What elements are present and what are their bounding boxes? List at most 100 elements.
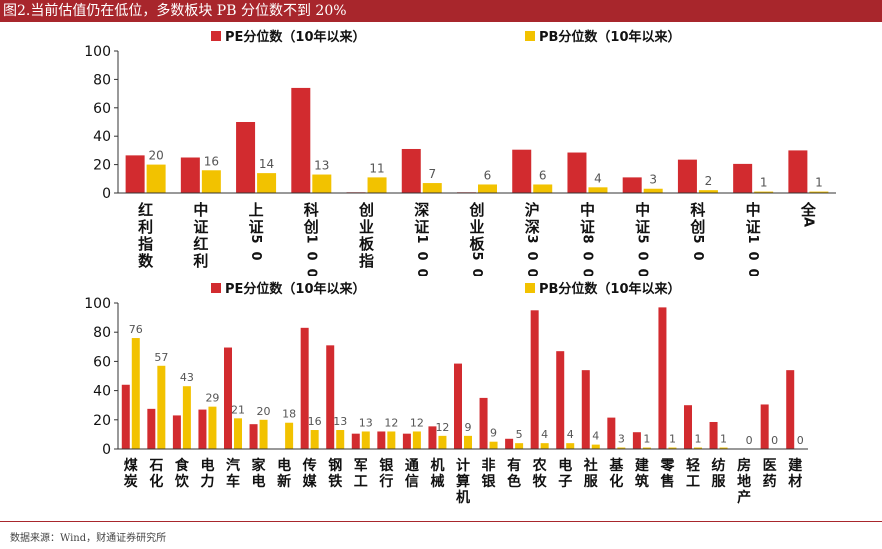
legend-swatch-pb — [525, 283, 535, 293]
category-label: 电 — [277, 457, 291, 474]
legend-swatch-pe — [211, 283, 221, 293]
data-label-pb: 43 — [180, 371, 194, 384]
data-label-pb: 11 — [369, 161, 384, 175]
bar-pb — [515, 443, 524, 449]
bar-pe — [125, 155, 145, 193]
data-label-pb: 14 — [259, 157, 274, 171]
category-label: 0 — [635, 251, 650, 260]
y-tick-label: 100 — [84, 296, 111, 312]
bar-pb — [588, 187, 608, 193]
category-label: 电 — [200, 457, 214, 474]
category-label: 科 — [304, 201, 319, 219]
category-label: 械 — [430, 473, 444, 490]
category-label: 0 — [635, 268, 650, 276]
bar-pb — [698, 190, 718, 193]
bar-pb — [310, 430, 319, 449]
data-label-pb: 9 — [465, 421, 472, 434]
data-label-pb: 1 — [643, 433, 650, 446]
footer-divider — [0, 521, 882, 522]
category-label: 有 — [507, 457, 521, 474]
category-label: 板 — [469, 235, 485, 253]
category-label: 行 — [378, 473, 393, 490]
bar-pb — [668, 447, 677, 449]
category-label: 医 — [763, 458, 777, 474]
bar-pe — [709, 421, 718, 449]
bar-pb — [412, 431, 421, 449]
category-label: 材 — [788, 473, 802, 490]
bar-pb — [367, 177, 387, 193]
bar-pe — [401, 148, 421, 193]
category-label: 建 — [788, 457, 802, 474]
bar-pb — [438, 435, 447, 449]
y-tick-label: 40 — [93, 129, 111, 145]
bar-pe — [300, 327, 309, 449]
bar-pe — [733, 163, 753, 193]
category-label: 0 — [579, 268, 594, 276]
category-label: 5 — [690, 234, 705, 243]
category-label: 中 — [635, 201, 650, 219]
bar-pb — [312, 174, 332, 193]
category-label: 数 — [138, 252, 154, 270]
category-label: 工 — [354, 474, 368, 490]
category-label: 0 — [248, 251, 263, 260]
bar-pe — [786, 370, 795, 449]
category-label: 0 — [414, 251, 429, 260]
category-label: 5 — [635, 234, 650, 243]
category-label: 沪 — [525, 201, 540, 219]
legend-swatch-pb — [525, 31, 535, 41]
category-label: 非 — [482, 457, 496, 474]
category-label: 煤 — [124, 457, 139, 474]
data-label-pb: 1 — [695, 433, 702, 446]
y-tick-label: 40 — [93, 384, 111, 400]
data-label-pb: 12 — [410, 416, 424, 429]
category-label: 纺 — [712, 457, 726, 474]
category-label: 0 — [524, 251, 539, 260]
data-label-pb: 18 — [282, 408, 296, 421]
bar-pb — [146, 164, 166, 193]
bar-pe — [121, 384, 130, 449]
category-label: 1 — [414, 234, 429, 243]
category-label: 业 — [359, 218, 374, 236]
category-label: 农 — [532, 457, 548, 474]
bar-pb — [131, 338, 140, 449]
bar-pb — [533, 184, 553, 193]
category-label: 1 — [303, 234, 318, 243]
bar-pe — [326, 345, 335, 449]
category-label: 证 — [414, 218, 429, 236]
bar-pb — [694, 447, 702, 449]
category-label: 子 — [558, 474, 572, 490]
category-label: 业 — [469, 218, 484, 236]
category-label: 计 — [456, 457, 470, 474]
y-tick-label: 60 — [93, 101, 111, 117]
bar-pb — [591, 444, 600, 449]
data-label-pb: 1 — [720, 433, 727, 446]
data-label-pb: 3 — [618, 433, 625, 446]
category-label: 筑 — [635, 473, 649, 490]
legend-label-pb: PB分位数（10年以来） — [539, 281, 681, 297]
bar-pb — [285, 422, 294, 449]
data-label-pb: 16 — [308, 415, 322, 428]
bar-pb — [489, 441, 498, 449]
data-label-pb: 4 — [592, 430, 599, 443]
category-label: 证 — [193, 218, 208, 236]
bar-pe — [249, 424, 258, 449]
category-label: 红 — [138, 201, 153, 219]
category-label: 3 — [524, 234, 539, 243]
bar-pe — [454, 363, 462, 449]
bar-pe — [291, 87, 311, 193]
y-tick-label: 80 — [93, 325, 111, 341]
category-label: 药 — [763, 473, 777, 490]
category-label: 创 — [689, 218, 705, 236]
data-label-pb: 20 — [148, 149, 163, 163]
bar-pe — [530, 310, 539, 449]
bar-pb — [157, 365, 166, 449]
bar-pe — [505, 438, 514, 449]
category-label: 红 — [193, 235, 208, 253]
bar-pb — [257, 173, 277, 193]
category-label: 建 — [635, 457, 649, 474]
data-label-pb: 3 — [649, 173, 657, 187]
data-label-pb: 4 — [567, 428, 574, 441]
category-label: 石 — [148, 458, 163, 474]
bar-pe — [556, 351, 565, 449]
data-label-pb: 1 — [669, 433, 676, 446]
